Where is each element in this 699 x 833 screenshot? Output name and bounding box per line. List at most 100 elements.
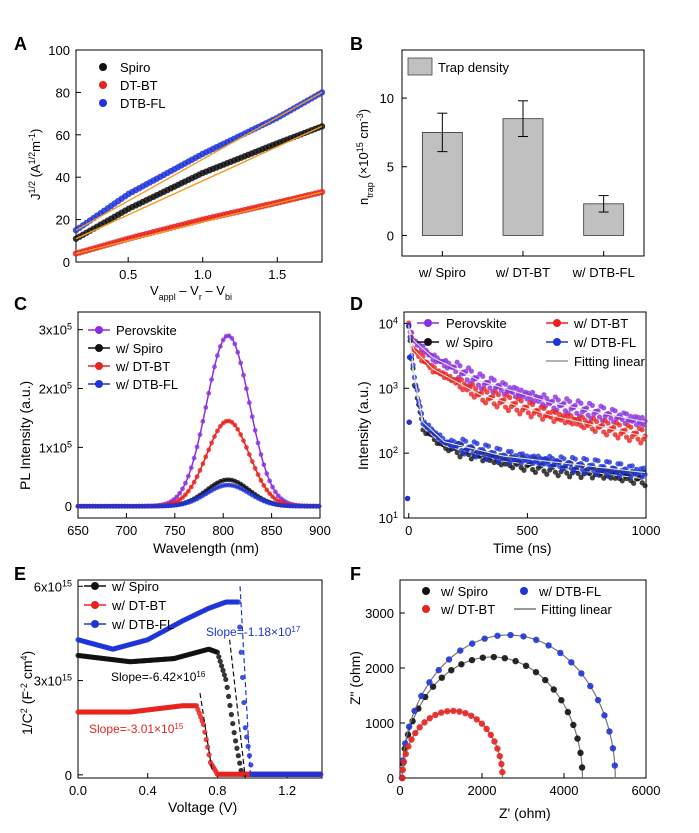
data-point-1: [569, 421, 576, 427]
x-tick-label: 2000: [468, 783, 497, 798]
fit-line-3: [408, 324, 646, 474]
data-point-0: [255, 440, 261, 446]
data-point-1: [206, 752, 212, 758]
panel-letter-d: D: [350, 294, 363, 314]
data-point-1: [525, 410, 531, 416]
rise-point-3: [404, 495, 411, 502]
x-tick-label: 900: [309, 523, 331, 538]
panel-f-frame: [399, 579, 647, 779]
data-point-3: [629, 463, 635, 469]
data-point-0: [487, 385, 493, 391]
data-point-0: [246, 400, 252, 406]
data-point-2: [318, 771, 324, 777]
data-point-2: [255, 472, 261, 478]
data-point-0: [567, 398, 573, 405]
legend-label-spiro-f: w/ Spiro: [440, 584, 488, 599]
legend-marker-dtbt-c: [95, 362, 103, 370]
data-point-1: [638, 440, 644, 446]
data-point-1: [460, 387, 466, 393]
panel-f-series: [398, 631, 619, 782]
data-point-3: [613, 469, 620, 475]
data-point-1: [457, 647, 464, 654]
panel-e-ylabel: 1/C2 (F-2 cm4): [19, 651, 35, 735]
y-tick-label: 1x105: [39, 439, 72, 455]
data-point-0: [642, 418, 648, 424]
data-point-0: [490, 653, 498, 661]
data-point-1: [505, 407, 511, 414]
data-point-0: [491, 377, 497, 383]
y-tick-label: 100: [48, 43, 70, 58]
y-tick-label: 101: [379, 510, 398, 526]
data-point-0: [232, 341, 238, 347]
data-point-3: [507, 460, 513, 466]
data-point-2: [183, 492, 188, 498]
x-tick-label: 800: [212, 523, 234, 538]
data-point-3: [641, 465, 647, 471]
data-point-2: [238, 432, 244, 437]
x-tick-label: 850: [261, 523, 283, 538]
data-point-1: [473, 386, 479, 392]
legend-label-perovskite: Perovskite: [116, 323, 177, 338]
fit-line-2: [75, 91, 323, 231]
data-point-2: [203, 454, 209, 460]
fit-line-0: [408, 326, 646, 423]
legend-swatch-trap: [407, 57, 433, 76]
data-point-0: [512, 657, 519, 665]
data-point-0: [529, 389, 536, 395]
x-tick-label: 0: [396, 783, 403, 798]
data-point-0: [231, 730, 237, 736]
data-point-3: [591, 468, 597, 474]
data-point-2: [258, 477, 264, 483]
data-point-1: [609, 745, 617, 752]
panel-d-frame: [403, 311, 647, 519]
data-point-3: [470, 450, 476, 456]
data-point-1: [578, 670, 585, 677]
data-point-0: [267, 478, 273, 484]
legend-marker-dtbt-f: [422, 605, 430, 613]
data-point-1: [552, 409, 558, 415]
data-point-0: [522, 662, 530, 670]
data-point-3: [316, 503, 322, 509]
data-point-0: [185, 473, 191, 479]
legend-label-dtbt-c: w/ DT-BT: [115, 359, 170, 374]
data-point-3: [548, 464, 554, 470]
data-point-0: [518, 387, 524, 393]
data-point-1: [592, 428, 598, 435]
x-tick-label: w/ Spiro: [418, 265, 466, 280]
data-point-0: [577, 749, 584, 757]
data-point-1: [418, 692, 425, 700]
data-point-2: [510, 465, 516, 471]
data-point-2: [217, 423, 223, 429]
data-point-1: [611, 762, 619, 769]
data-point-2: [491, 738, 498, 745]
data-point-0: [217, 344, 223, 349]
data-point-1: [458, 376, 465, 383]
legend-label-fit-d: Fitting linear: [574, 354, 645, 369]
data-point-0: [608, 415, 614, 421]
panel-a-ylabel: J1/2 (A1/2m-1): [27, 129, 43, 200]
data-point-0: [273, 489, 278, 495]
data-point-3: [582, 470, 588, 476]
data-point-2: [405, 743, 412, 750]
data-point-2: [631, 480, 637, 486]
y-tick-label: 0: [65, 499, 72, 514]
data-point-0: [475, 382, 482, 388]
data-point-1: [529, 401, 536, 408]
data-point-3: [618, 461, 624, 467]
data-point-2: [564, 470, 570, 476]
y-tick-label: 6x1015: [34, 578, 72, 594]
data-point-2: [457, 454, 463, 460]
data-point-0: [454, 359, 460, 365]
data-point-3: [584, 457, 590, 463]
x-tick-label: 0: [405, 523, 412, 538]
x-tick-label: 700: [116, 523, 138, 538]
x-tick-label: 0.8: [208, 783, 226, 798]
data-point-0: [224, 684, 230, 690]
data-point-1: [581, 425, 587, 431]
panel-b-axes: 0 5 10 w/ Spiro w/ DT-BT w/ DTB-FL: [380, 91, 635, 280]
legend-marker-dtbt-e: [91, 601, 99, 609]
data-point-2: [212, 434, 217, 439]
data-point-1: [564, 413, 570, 419]
panel-e-legend: w/ Spiro w/ DT-BT w/ DTB-FL: [84, 579, 174, 632]
slope-fit-dtbfl: [239, 586, 252, 779]
